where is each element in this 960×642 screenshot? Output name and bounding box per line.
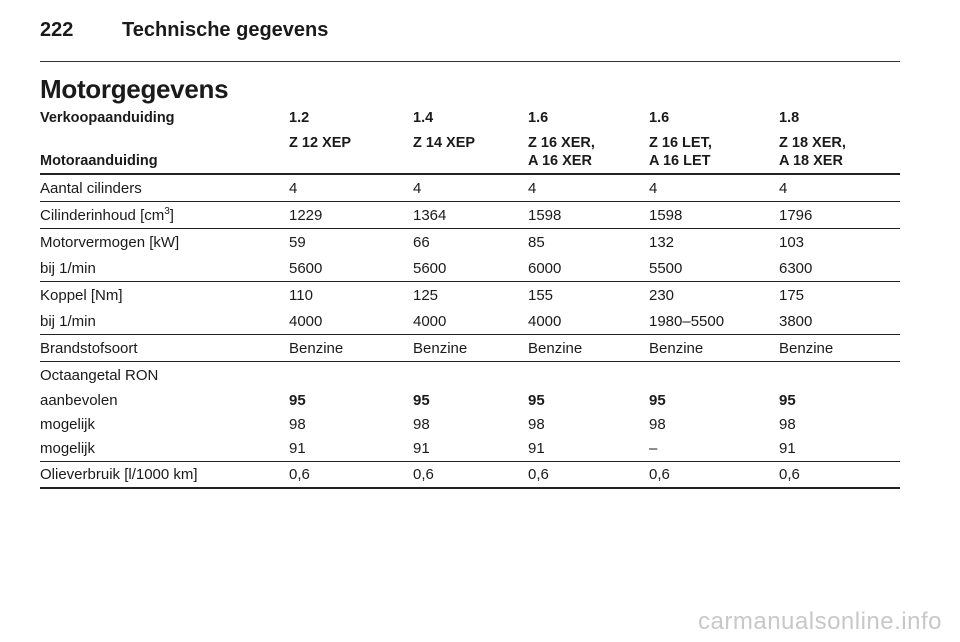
table-bottom-rule	[40, 487, 900, 489]
cell-value: 1796	[779, 207, 813, 224]
cell-value: 175	[779, 287, 805, 304]
cell-value: 5600	[289, 260, 323, 277]
cell-value: 103	[779, 234, 805, 251]
cell-value: 5500	[649, 260, 683, 277]
cell-value: 4	[413, 180, 422, 197]
sales-designation-1: 1.2	[289, 110, 310, 126]
cell-value: 0,6	[779, 466, 800, 483]
cell-value: 5600	[413, 260, 447, 277]
section-title: Motorgegevens	[40, 74, 229, 104]
sales-designation-4: 1.6	[649, 110, 670, 126]
cell-value: 98	[649, 416, 666, 433]
sales-designation-label: Verkoopaanduiding	[40, 110, 175, 126]
cell-value: 1598	[649, 207, 683, 224]
cell-value: 4	[779, 180, 788, 197]
engine-designation-label: Motoraanduiding	[40, 153, 158, 169]
cell-value: 98	[289, 416, 306, 433]
cell-value: 98	[779, 416, 796, 433]
cell-value: 95	[779, 392, 796, 409]
row-divider	[40, 228, 900, 229]
row-label: Koppel [Nm]	[40, 287, 123, 304]
cell-value: 6000	[528, 260, 562, 277]
page-number: 222	[40, 19, 74, 41]
cell-value: 0,6	[289, 466, 310, 483]
row-label: Octaangetal RON	[40, 367, 159, 384]
row-label: bij 1/min	[40, 313, 96, 330]
cell-value: –	[649, 440, 658, 457]
engine-code-5-alt: A 18 XER	[779, 153, 843, 169]
cell-value: 4000	[289, 313, 323, 330]
superscript: 3	[164, 206, 170, 217]
engine-code-3-alt: A 16 XER	[528, 153, 592, 169]
cell-value: 110	[289, 287, 313, 304]
cell-value: 230	[649, 287, 675, 304]
row-divider	[40, 281, 900, 282]
cell-value: 95	[649, 392, 666, 409]
cell-value: 132	[649, 234, 675, 251]
engine-code-4-alt: A 16 LET	[649, 153, 711, 169]
cell-value: 95	[528, 392, 545, 409]
row-divider	[40, 461, 900, 462]
row-label: Aantal cilinders	[40, 180, 142, 197]
cell-value: 4000	[413, 313, 447, 330]
cell-value: 4000	[528, 313, 562, 330]
cell-value: 1364	[413, 207, 447, 224]
cell-value: Benzine	[779, 340, 834, 357]
sales-designation-5: 1.8	[779, 110, 800, 126]
cell-value: 95	[413, 392, 430, 409]
engine-code-4: Z 16 LET,	[649, 135, 712, 151]
cell-value: 4	[528, 180, 537, 197]
row-label: Cilinderinhoud [cm3]	[40, 206, 174, 225]
cell-value: 0,6	[649, 466, 670, 483]
cell-value: 1229	[289, 207, 323, 224]
row-label: aanbevolen	[40, 392, 118, 409]
engine-code-5: Z 18 XER,	[779, 135, 846, 151]
engine-code-1: Z 12 XEP	[289, 135, 352, 151]
cell-value: Benzine	[413, 340, 468, 357]
header-divider	[40, 173, 900, 175]
row-label: mogelijk	[40, 416, 96, 433]
page-header-title: Technische gegevens	[122, 19, 329, 41]
cell-value: 155	[528, 287, 554, 304]
cell-value: Benzine	[649, 340, 704, 357]
cell-value: 59	[289, 234, 306, 251]
row-divider	[40, 334, 900, 335]
cell-value: 6300	[779, 260, 813, 277]
cell-value: 1980–5500	[649, 313, 725, 330]
cell-value: 98	[413, 416, 430, 433]
page-header: 222 Technische gegevens	[40, 19, 328, 42]
cell-value: 95	[289, 392, 306, 409]
sales-designation-2: 1.4	[413, 110, 434, 126]
row-label: Motorvermogen [kW]	[40, 234, 180, 251]
row-label: mogelijk	[40, 440, 96, 457]
row-label-text: Cilinderinhoud [cm	[40, 207, 165, 224]
row-divider	[40, 361, 900, 362]
cell-value: 91	[779, 440, 796, 457]
header-rule	[40, 61, 900, 62]
cell-value: 85	[528, 234, 545, 251]
cell-value: 98	[528, 416, 545, 433]
engine-code-2: Z 14 XEP	[413, 135, 476, 151]
cell-value: Benzine	[289, 340, 344, 357]
row-label-suffix: ]	[169, 207, 174, 224]
row-label: bij 1/min	[40, 260, 96, 277]
engine-code-3: Z 16 XER,	[528, 135, 595, 151]
cell-value: Benzine	[528, 340, 583, 357]
cell-value: 0,6	[413, 466, 434, 483]
cell-value: 4	[289, 180, 298, 197]
row-label: Brandstofsoort	[40, 340, 138, 357]
row-label: Olieverbruik [l/1000 km]	[40, 466, 198, 483]
cell-value: 91	[289, 440, 306, 457]
watermark: carmanualsonline.info	[698, 608, 942, 635]
cell-value: 91	[528, 440, 545, 457]
cell-value: 0,6	[528, 466, 549, 483]
cell-value: 91	[413, 440, 430, 457]
cell-value: 66	[413, 234, 430, 251]
cell-value: 4	[649, 180, 658, 197]
sales-designation-3: 1.6	[528, 110, 549, 126]
cell-value: 3800	[779, 313, 813, 330]
cell-value: 125	[413, 287, 439, 304]
cell-value: 1598	[528, 207, 562, 224]
row-divider	[40, 201, 900, 202]
